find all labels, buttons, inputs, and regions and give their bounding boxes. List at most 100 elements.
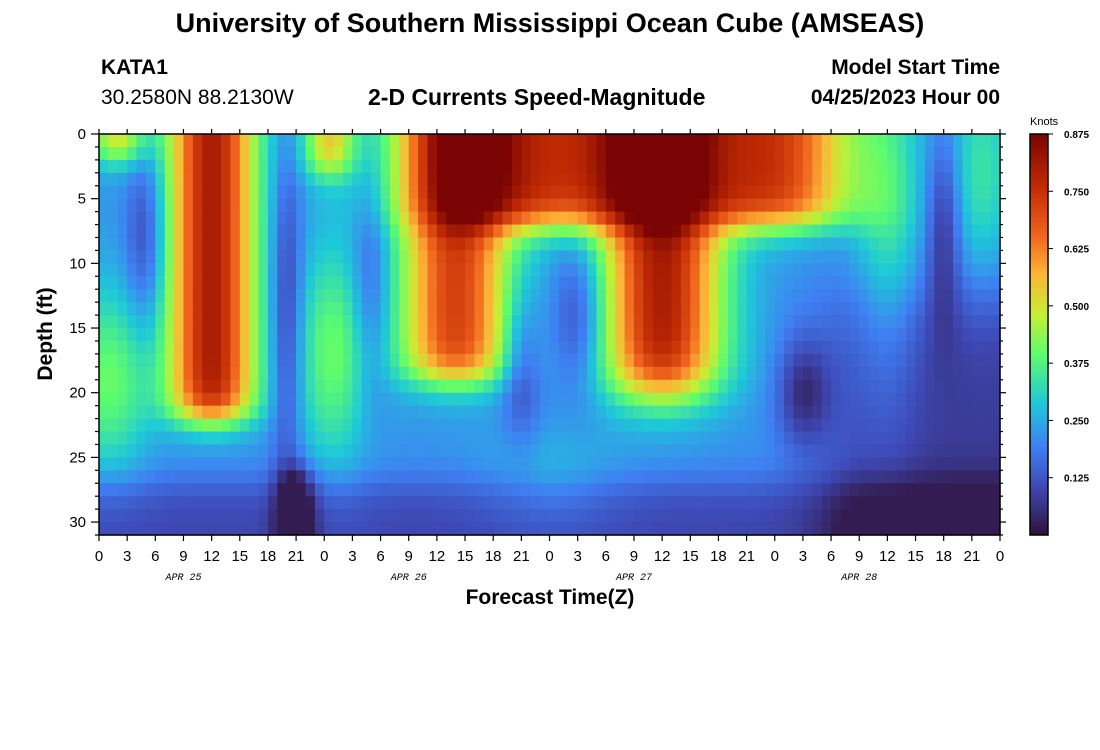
heatmap-cell bbox=[455, 418, 466, 433]
heatmap-cell bbox=[962, 328, 973, 342]
heatmap-cell bbox=[587, 340, 598, 355]
heatmap-cell bbox=[521, 250, 532, 264]
heatmap-cell bbox=[305, 302, 316, 316]
heatmap-cell bbox=[211, 211, 222, 226]
heatmap-cell bbox=[596, 379, 607, 394]
heatmap-cell bbox=[455, 250, 466, 264]
heatmap-cell bbox=[755, 470, 766, 484]
heatmap-cell bbox=[183, 392, 194, 407]
heatmap-cell bbox=[953, 328, 964, 342]
heatmap-cell bbox=[343, 211, 354, 226]
heatmap-cell bbox=[202, 263, 213, 277]
heatmap-cell bbox=[727, 340, 738, 355]
heatmap-cell bbox=[277, 276, 288, 290]
heatmap-cell bbox=[605, 198, 616, 213]
heatmap-cell bbox=[249, 496, 260, 510]
heatmap-cell bbox=[615, 172, 626, 187]
heatmap-cell bbox=[333, 134, 344, 148]
heatmap-cell bbox=[549, 172, 560, 187]
heatmap-cell bbox=[840, 418, 851, 433]
heatmap-cell bbox=[465, 353, 476, 368]
heatmap-cell bbox=[446, 146, 457, 161]
heatmap-cell bbox=[343, 134, 354, 148]
y-tick-label: 0 bbox=[78, 126, 86, 143]
heatmap-cell bbox=[145, 172, 156, 187]
heatmap-cell bbox=[877, 302, 888, 316]
heatmap-cell bbox=[136, 276, 147, 290]
heatmap-cell bbox=[962, 418, 973, 433]
heatmap-cell bbox=[821, 198, 832, 213]
heatmap-cell bbox=[155, 172, 166, 187]
heatmap-cell bbox=[596, 431, 607, 446]
heatmap-cell bbox=[812, 250, 823, 264]
heatmap-cell bbox=[924, 172, 935, 187]
heatmap-cell bbox=[718, 405, 729, 420]
heatmap-cell bbox=[774, 211, 785, 226]
heatmap-cell bbox=[174, 366, 185, 381]
heatmap-cell bbox=[277, 392, 288, 407]
heatmap-cell bbox=[465, 315, 476, 329]
heatmap-cell bbox=[418, 328, 429, 342]
heatmap-cell bbox=[296, 159, 307, 174]
heatmap-cell bbox=[718, 185, 729, 200]
heatmap-cell bbox=[896, 224, 907, 239]
heatmap-cell bbox=[305, 418, 316, 433]
heatmap-cell bbox=[211, 198, 222, 213]
heatmap-cell bbox=[465, 379, 476, 394]
heatmap-cell bbox=[314, 457, 325, 471]
heatmap-cell bbox=[408, 379, 419, 394]
heatmap-cell bbox=[361, 431, 372, 446]
heatmap-cell bbox=[943, 509, 954, 523]
heatmap-cell bbox=[615, 237, 626, 252]
heatmap-cell bbox=[221, 431, 231, 446]
heatmap-cell bbox=[558, 134, 569, 148]
heatmap-cell bbox=[906, 470, 917, 484]
heatmap-cell bbox=[267, 366, 278, 381]
heatmap-cell bbox=[145, 302, 156, 316]
heatmap-cell bbox=[230, 263, 241, 277]
heatmap-cell bbox=[558, 444, 569, 458]
heatmap-cell bbox=[934, 250, 945, 264]
heatmap-cell bbox=[558, 483, 569, 497]
heatmap-cell bbox=[117, 522, 128, 536]
heatmap-cell bbox=[624, 315, 635, 329]
heatmap-cell bbox=[859, 211, 870, 226]
heatmap-cell bbox=[915, 289, 926, 303]
heatmap-cell bbox=[962, 483, 973, 497]
heatmap-cell bbox=[192, 392, 203, 407]
heatmap-cell bbox=[127, 211, 138, 226]
heatmap-cell bbox=[915, 185, 926, 200]
heatmap-cell bbox=[174, 172, 185, 187]
heatmap-cell bbox=[192, 431, 203, 446]
heatmap-cell bbox=[174, 483, 185, 497]
heatmap-cell bbox=[699, 185, 710, 200]
heatmap-cell bbox=[596, 392, 607, 407]
heatmap-cell bbox=[446, 315, 457, 329]
heatmap-cell bbox=[755, 496, 766, 510]
heatmap-cell bbox=[615, 198, 626, 213]
heatmap-cell bbox=[690, 418, 701, 433]
heatmap-cell bbox=[483, 146, 494, 161]
heatmap-cell bbox=[690, 392, 701, 407]
heatmap-cell bbox=[943, 431, 954, 446]
heatmap-cell bbox=[249, 237, 260, 252]
heatmap-cell bbox=[859, 457, 870, 471]
heatmap-cell bbox=[737, 146, 748, 161]
heatmap-cell bbox=[483, 224, 494, 239]
heatmap-cell bbox=[849, 315, 860, 329]
heatmap-cell bbox=[755, 366, 766, 381]
heatmap-cell bbox=[868, 263, 879, 277]
heatmap-cell bbox=[145, 315, 156, 329]
heatmap-cell bbox=[361, 470, 372, 484]
x-tick-label: 0 bbox=[545, 548, 553, 565]
heatmap-cell bbox=[709, 379, 720, 394]
heatmap-cell bbox=[906, 263, 917, 277]
heatmap-cell bbox=[230, 509, 241, 523]
heatmap-cell bbox=[784, 470, 795, 484]
heatmap-cell bbox=[155, 134, 166, 148]
heatmap-cell bbox=[99, 379, 109, 394]
heatmap-cell bbox=[371, 405, 382, 420]
heatmap-cell bbox=[774, 224, 785, 239]
heatmap-cell bbox=[192, 509, 203, 523]
